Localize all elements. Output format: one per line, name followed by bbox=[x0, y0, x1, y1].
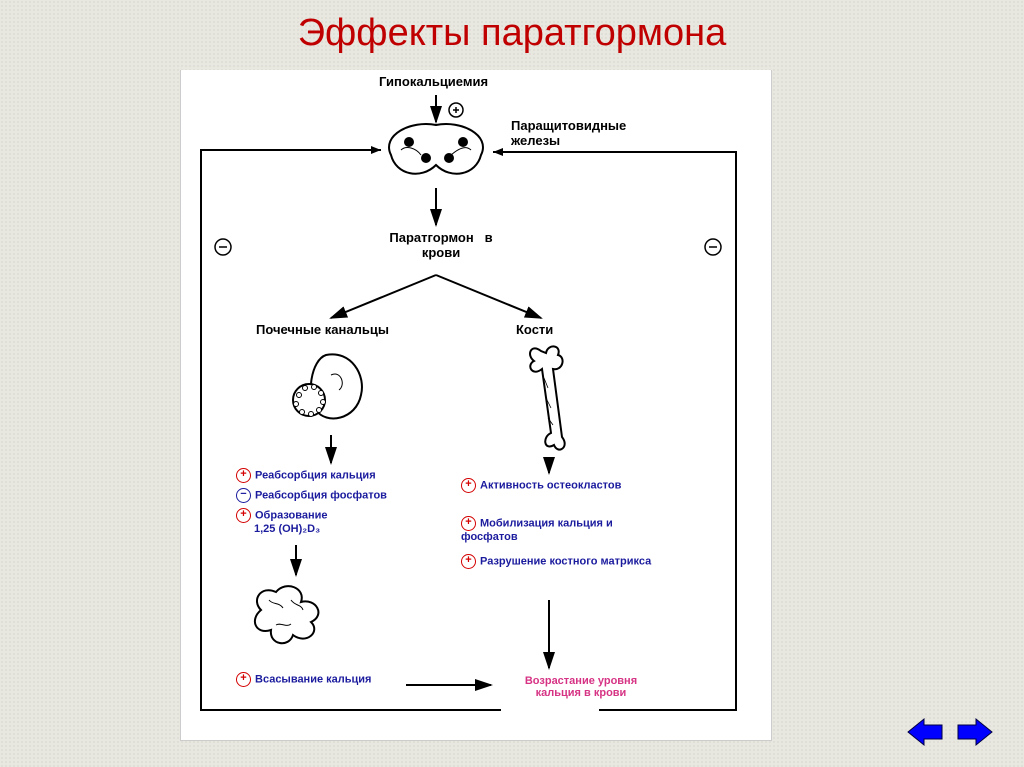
bone-item-2: +Разрушение костного матрикса bbox=[461, 554, 661, 569]
label-hypocalcemia: Гипокальциемия bbox=[379, 74, 488, 89]
diagram-container: Гипокальциемия Паращитовидные железы Пар… bbox=[180, 70, 772, 741]
label-glands: Паращитовидные железы bbox=[511, 118, 651, 148]
kidney-item-0: +Реабсорбция кальция bbox=[236, 468, 376, 483]
diagram-arrows bbox=[181, 70, 771, 740]
page-title: Эффекты паратгормона bbox=[0, 12, 1024, 55]
intestine-item: +Всасывание кальция bbox=[236, 672, 371, 687]
label-pth: Паратгормон вкрови bbox=[381, 230, 501, 260]
nav-forward-button[interactable] bbox=[956, 717, 994, 747]
bone-item-0: +Активность остеокластов bbox=[461, 478, 641, 493]
nav-back-button[interactable] bbox=[906, 717, 944, 747]
kidney-item-2: +Образование 1,25 (ОН)₂D₃ bbox=[236, 508, 328, 535]
kidney-item-1: −Реабсорбция фосфатов bbox=[236, 488, 387, 503]
outcome-label: Возрастание уровня кальция в крови bbox=[501, 675, 661, 699]
label-bones: Кости bbox=[516, 322, 553, 337]
bone-item-1: +Мобилизация кальция и фосфатов bbox=[461, 516, 661, 543]
label-tubules: Почечные канальцы bbox=[256, 322, 389, 337]
